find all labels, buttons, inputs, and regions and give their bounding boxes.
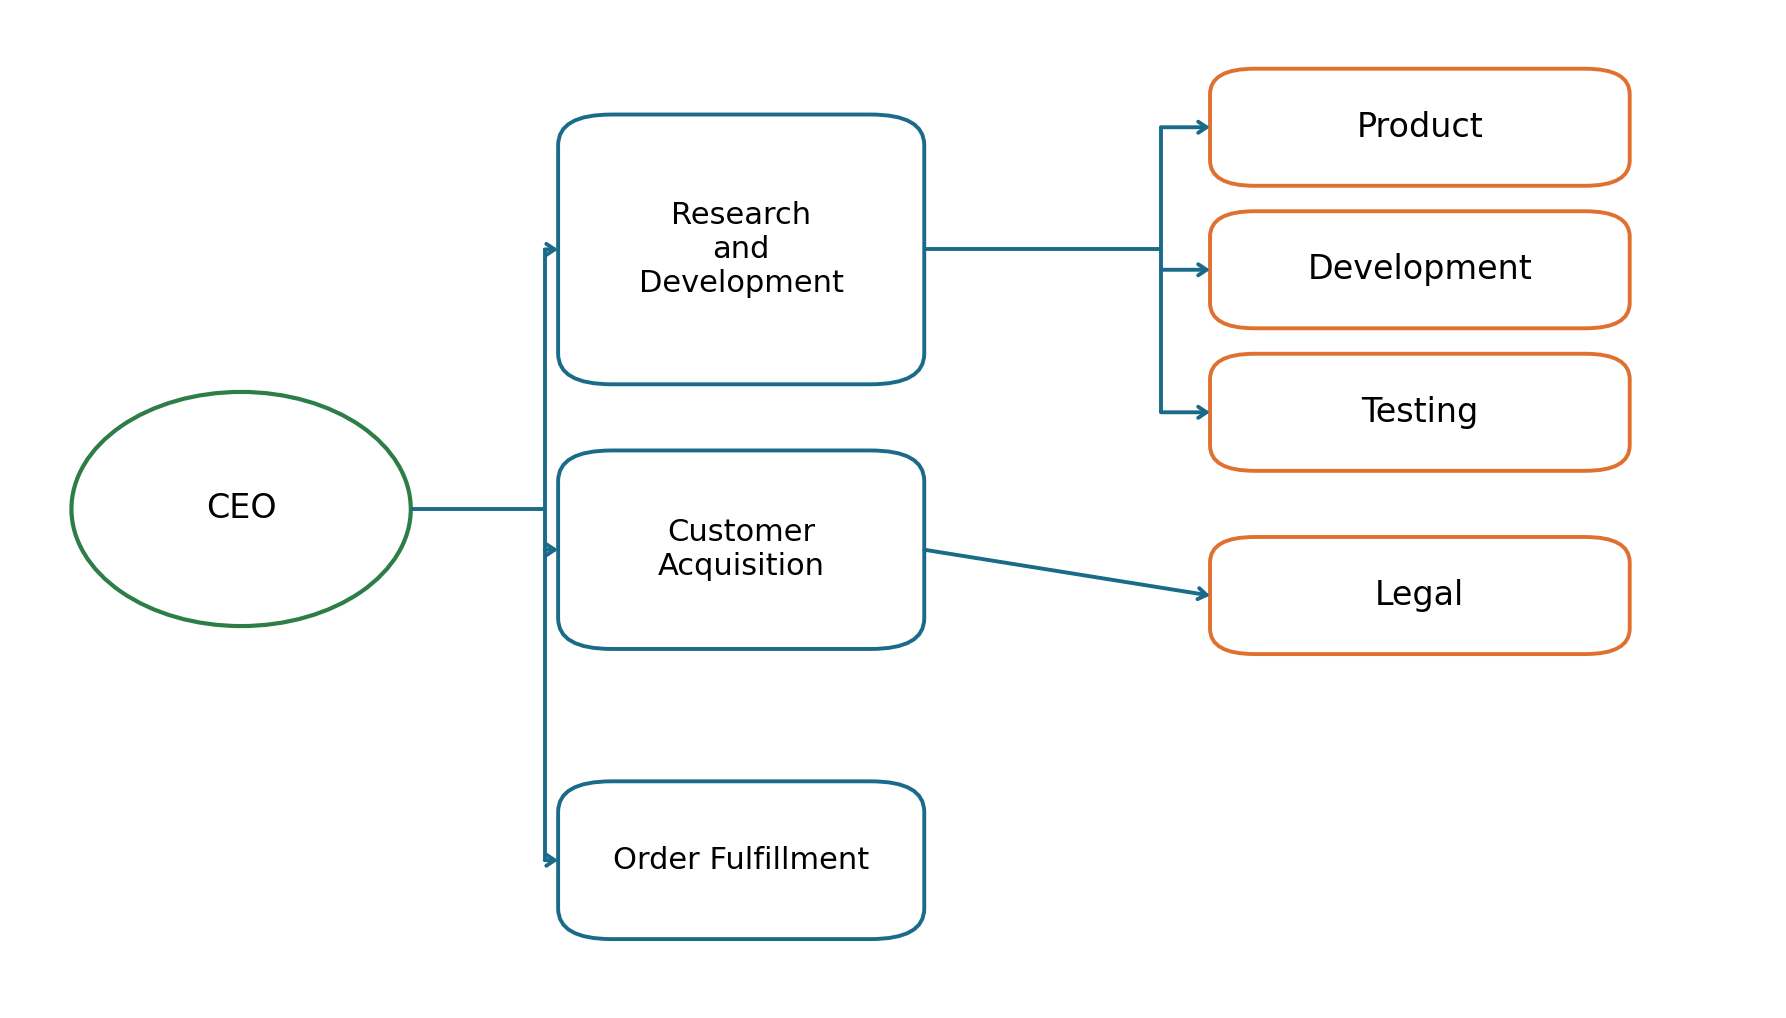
Ellipse shape xyxy=(71,392,411,626)
Text: Order Fulfillment: Order Fulfillment xyxy=(613,846,870,874)
Text: Testing: Testing xyxy=(1361,396,1479,429)
Text: Legal: Legal xyxy=(1375,579,1465,612)
FancyBboxPatch shape xyxy=(1209,354,1629,471)
Text: CEO: CEO xyxy=(205,493,277,525)
Text: Research
and
Development: Research and Development xyxy=(639,202,843,297)
FancyBboxPatch shape xyxy=(557,450,925,649)
FancyBboxPatch shape xyxy=(1209,69,1629,185)
FancyBboxPatch shape xyxy=(557,782,925,939)
Text: Product: Product xyxy=(1357,111,1482,144)
Text: Customer
Acquisition: Customer Acquisition xyxy=(657,518,825,581)
Text: Development: Development xyxy=(1307,253,1532,286)
FancyBboxPatch shape xyxy=(1209,212,1629,329)
FancyBboxPatch shape xyxy=(1209,538,1629,655)
FancyBboxPatch shape xyxy=(557,115,925,385)
